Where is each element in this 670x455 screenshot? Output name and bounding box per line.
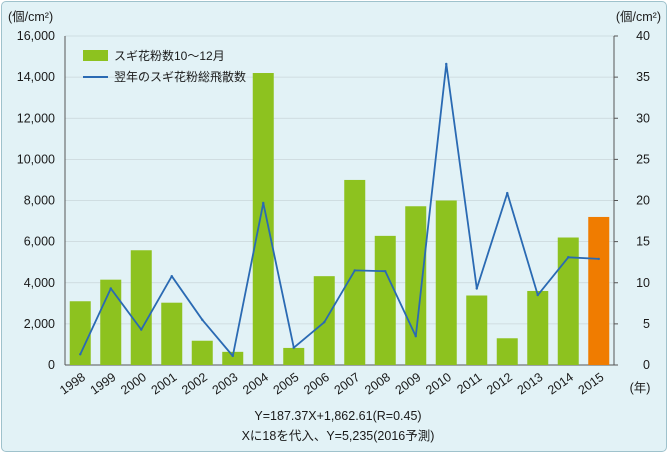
x-tick-label: 2007 xyxy=(332,370,363,397)
line-point-2010 xyxy=(445,62,448,66)
left-tick-label: 2,000 xyxy=(24,317,55,331)
left-tick-label: 10,000 xyxy=(17,152,55,166)
x-tick-label: 2011 xyxy=(454,370,484,397)
line-point-2003 xyxy=(231,354,234,358)
left-axis-unit: (個/cm²) xyxy=(8,10,53,24)
legend-bar-swatch xyxy=(83,50,108,61)
right-axis-ticks: 0 5 10 15 20 25 30 35 40 xyxy=(614,29,650,372)
bar-2000 xyxy=(130,250,152,365)
x-tick-label: 2009 xyxy=(393,370,424,397)
line-point-1998 xyxy=(79,353,82,356)
line-point-2007 xyxy=(353,269,356,272)
bar-2011 xyxy=(466,295,488,365)
line-total-pollen xyxy=(79,63,599,357)
bar-2010 xyxy=(435,200,457,365)
bar-2015 xyxy=(588,216,610,365)
right-tick-label: 0 xyxy=(643,358,650,372)
x-axis-ticks: 1998 1999 2000 2001 2002 2003 2004 2005 2006 2007… xyxy=(57,370,606,397)
right-tick-label: 20 xyxy=(636,194,650,208)
line-point-2000 xyxy=(140,328,143,331)
x-tick-label: 2015 xyxy=(576,370,607,397)
left-tick-label: 14,000 xyxy=(17,70,55,84)
line-point-2011 xyxy=(475,287,478,290)
bar-1998 xyxy=(69,301,91,365)
x-tick-label: 2012 xyxy=(484,370,515,397)
line-series xyxy=(79,62,600,358)
right-tick-label: 10 xyxy=(636,276,650,290)
x-tick-label: 2013 xyxy=(515,370,546,397)
bar-2003 xyxy=(222,351,244,365)
bar-2013 xyxy=(527,290,549,365)
right-tick-label: 35 xyxy=(636,70,650,84)
right-axis-unit: (個/cm²) xyxy=(616,10,661,24)
bar-series xyxy=(69,73,610,365)
bar-2005 xyxy=(283,347,305,365)
line-point-2014 xyxy=(567,256,570,259)
line-point-2013 xyxy=(536,293,539,297)
left-tick-label: 4,000 xyxy=(24,276,55,290)
bar-2007 xyxy=(344,179,366,365)
left-tick-label: 8,000 xyxy=(24,194,55,208)
x-tick-label: 2014 xyxy=(545,370,576,397)
bar-2009 xyxy=(405,206,427,365)
prediction-note: Xに18を代入、Y=5,235(2016予測) xyxy=(242,429,435,443)
line-point-2008 xyxy=(384,270,387,273)
x-tick-label: 2008 xyxy=(362,370,393,397)
x-tick-label: 2000 xyxy=(118,370,149,397)
legend: スギ花粉数10～12月 翌年のスギ花粉総飛散数 xyxy=(83,48,246,84)
left-tick-label: 16,000 xyxy=(17,29,55,43)
bar-2014 xyxy=(557,237,579,365)
right-tick-label: 15 xyxy=(636,235,650,249)
x-tick-label: 2005 xyxy=(271,370,302,397)
gridlines xyxy=(64,35,615,366)
x-tick-label: 2006 xyxy=(301,370,332,397)
left-tick-label: 0 xyxy=(48,358,55,372)
legend-line-label: 翌年のスギ花粉総飛散数 xyxy=(114,69,246,84)
right-tick-label: 40 xyxy=(636,29,650,43)
x-tick-label: 2002 xyxy=(179,370,210,397)
x-tick-label: 2010 xyxy=(423,370,454,397)
bar-1999 xyxy=(100,279,122,365)
right-tick-label: 5 xyxy=(643,317,650,331)
bar-2002 xyxy=(191,340,213,365)
x-tick-label: 1998 xyxy=(57,370,88,397)
bar-2012 xyxy=(496,338,518,365)
x-axis-unit: (年) xyxy=(630,381,651,395)
x-tick-label: 2004 xyxy=(240,370,271,397)
line-point-2005 xyxy=(292,346,295,349)
x-tick-label: 2003 xyxy=(210,370,241,397)
right-tick-label: 25 xyxy=(636,152,650,166)
bar-2001 xyxy=(161,302,183,365)
left-axis-ticks: 0 2,000 4,000 6,000 8,000 10,000 12,000 14,000 1… xyxy=(17,29,55,372)
line-point-2009 xyxy=(414,335,417,338)
line-point-2006 xyxy=(323,321,326,324)
regression-formula: Y=187.37X+1,862.61(R=0.45) xyxy=(254,409,421,423)
left-tick-label: 12,000 xyxy=(17,111,55,125)
line-point-2012 xyxy=(506,191,509,195)
line-point-2002 xyxy=(201,318,204,321)
line-point-1999 xyxy=(109,287,112,290)
bar-2008 xyxy=(374,235,396,365)
line-point-2001 xyxy=(170,274,173,278)
x-tick-label: 2001 xyxy=(149,370,180,397)
line-point-2015 xyxy=(597,257,600,261)
bar-2004 xyxy=(252,73,274,365)
line-point-2004 xyxy=(262,201,265,205)
legend-bar-label: スギ花粉数10～12月 xyxy=(114,48,225,63)
left-tick-label: 6,000 xyxy=(24,235,55,249)
x-tick-label: 1999 xyxy=(88,370,119,397)
right-tick-label: 30 xyxy=(636,111,650,125)
